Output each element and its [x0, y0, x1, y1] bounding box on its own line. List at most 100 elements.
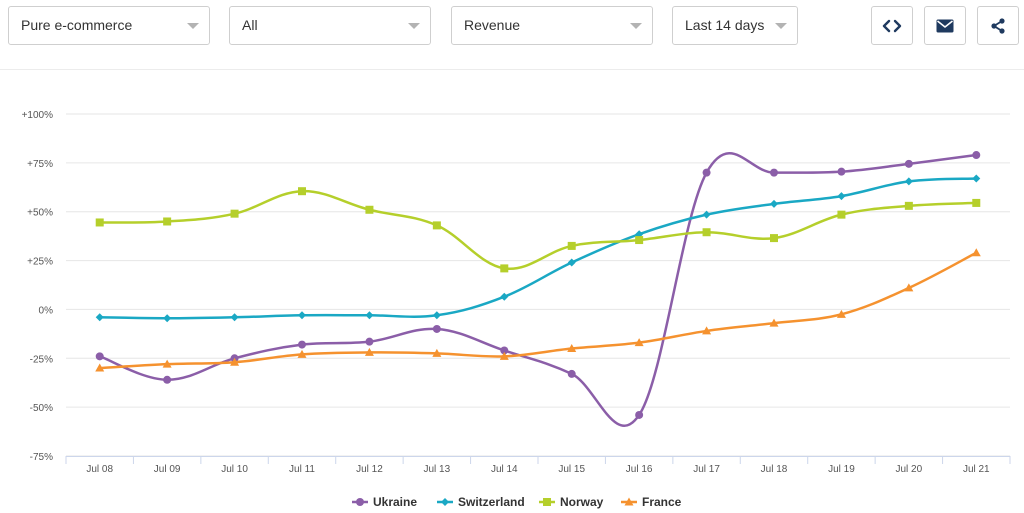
data-point-france [499, 351, 509, 360]
data-point-switzerland [770, 199, 778, 208]
series-line-norway [98, 189, 978, 271]
data-point-ukraine [635, 410, 644, 419]
data-point-france [297, 349, 307, 358]
x-tick-label: Jul 16 [626, 464, 653, 475]
data-point-switzerland [163, 314, 172, 323]
x-tick-label: Jul 14 [491, 464, 518, 475]
data-point-norway [972, 198, 981, 207]
x-tick-label: Jul 18 [761, 464, 788, 475]
x-tick-label: Jul 09 [154, 464, 181, 475]
line-chart: +100% +75% +50% +25% 0% -25% -50% -75% Jul 08 Jul… [0, 70, 1024, 513]
legend-label-ukraine: Ukraine [373, 495, 417, 509]
legend-marker-switzerland [441, 498, 449, 506]
data-point-france [634, 338, 644, 347]
series-line-france [98, 251, 978, 370]
data-point-switzerland [904, 177, 913, 186]
chevron-down-icon [630, 23, 642, 29]
data-point-france [904, 283, 914, 292]
legend-label-france: France [642, 495, 682, 509]
y-tick-label: -75% [30, 452, 53, 463]
data-point-france [836, 309, 846, 318]
data-point-norway [635, 236, 644, 245]
y-tick-label: 0% [39, 305, 54, 316]
code-icon [882, 19, 902, 32]
x-tick-label: Jul 08 [86, 464, 113, 475]
store-type-select-value: Pure e-commerce [21, 17, 133, 33]
legend-marker-norway [543, 498, 551, 506]
data-point-switzerland [567, 258, 576, 267]
data-point-norway [163, 217, 172, 226]
toolbar: Pure e-commerce All Revenue Last 14 days [0, 0, 1024, 70]
x-tick-label: Jul 10 [221, 464, 248, 475]
legend-label-switzerland: Switzerland [458, 495, 525, 509]
data-point-ukraine [770, 168, 778, 177]
data-point-ukraine [298, 340, 306, 349]
y-tick-label: -25% [30, 354, 53, 365]
period-select-value: Last 14 days [685, 17, 765, 33]
x-tick-label: Jul 13 [424, 464, 451, 475]
data-point-france [95, 363, 105, 372]
data-point-ukraine [972, 151, 981, 160]
series-line-switzerland [98, 177, 978, 320]
data-point-france [971, 248, 981, 257]
data-point-france [769, 318, 779, 327]
data-point-france [162, 359, 172, 368]
data-point-ukraine [567, 369, 576, 378]
data-point-norway [298, 187, 306, 196]
metric-select[interactable]: Revenue [451, 6, 653, 45]
x-tick-label: Jul 21 [963, 464, 990, 475]
x-tick-label: Jul 15 [558, 464, 585, 475]
data-point-norway [230, 209, 239, 218]
y-tick-label: -50% [30, 403, 53, 414]
x-tick-label: Jul 12 [356, 464, 383, 475]
data-point-ukraine [904, 159, 913, 168]
data-point-switzerland [432, 311, 441, 320]
data-point-ukraine [837, 167, 846, 176]
chart-svg: +100% +75% +50% +25% 0% -25% -50% -75% Jul 08 Jul… [22, 110, 1011, 509]
data-point-switzerland [702, 210, 711, 219]
x-tick-label: Jul 11 [289, 464, 315, 475]
data-point-france [702, 326, 712, 335]
legend-marker-ukraine [356, 498, 364, 506]
period-select[interactable]: Last 14 days [672, 6, 798, 45]
email-button[interactable] [924, 6, 966, 45]
x-tick-label: Jul 19 [828, 464, 855, 475]
data-point-switzerland [972, 174, 981, 183]
data-point-france [364, 347, 374, 356]
envelope-icon [936, 19, 954, 32]
chevron-down-icon [775, 23, 787, 29]
chevron-down-icon [408, 23, 420, 29]
data-point-ukraine [163, 375, 172, 384]
data-point-ukraine [95, 352, 104, 361]
y-tick-label: +25% [27, 257, 53, 268]
data-point-switzerland [95, 313, 104, 322]
data-point-norway [95, 218, 104, 227]
y-tick-label: +50% [27, 208, 53, 219]
y-tick-label: +75% [27, 159, 53, 170]
series-line-ukraine [98, 152, 978, 427]
data-point-france [567, 344, 577, 353]
data-point-france [230, 357, 240, 366]
chevron-down-icon [187, 23, 199, 29]
data-point-norway [432, 221, 441, 230]
share-icon [991, 17, 1005, 34]
data-point-ukraine [365, 337, 374, 346]
store-type-select[interactable]: Pure e-commerce [8, 6, 210, 45]
metric-select-value: Revenue [464, 17, 521, 33]
data-point-norway [904, 201, 913, 210]
share-button[interactable] [977, 6, 1019, 45]
data-point-switzerland [500, 292, 509, 301]
data-point-norway [500, 264, 509, 273]
data-point-norway [837, 210, 846, 219]
embed-button[interactable] [871, 6, 913, 45]
legend-label-norway: Norway [560, 495, 604, 509]
data-point-switzerland [298, 311, 306, 320]
x-tick-label: Jul 17 [693, 464, 720, 475]
category-select-value: All [242, 17, 258, 33]
data-point-ukraine [432, 324, 441, 333]
data-point-switzerland [230, 313, 239, 322]
data-point-switzerland [365, 311, 374, 320]
category-select[interactable]: All [229, 6, 431, 45]
data-point-ukraine [702, 168, 711, 177]
y-tick-label: +100% [22, 110, 54, 121]
